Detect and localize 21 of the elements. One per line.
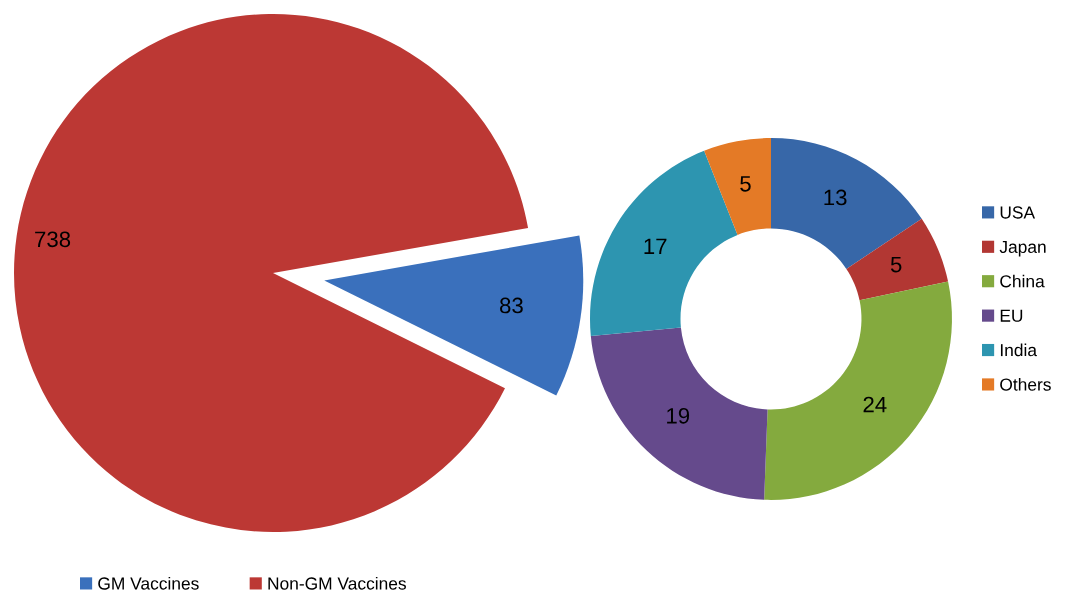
legend-label: China [1000,274,1045,288]
data-label: 5 [740,176,751,192]
data-label: 83 [500,297,523,314]
data-label: 24 [863,396,887,413]
donut-slice [590,150,738,337]
legend-label: India [1000,343,1038,357]
data-label: 13 [824,189,847,206]
legend-label: Japan [999,240,1046,257]
donut-slice [846,218,949,301]
data-label: 17 [644,238,667,254]
legend-label: GM Vaccines [98,576,199,590]
donut-slice [590,327,768,500]
donut-slice [764,281,952,500]
legend-label: USA [1000,206,1036,219]
legend-label: EU [1000,309,1023,322]
data-label: 738 [35,231,71,248]
legend-label: Others [1000,377,1051,391]
legend-label: Non-GM Vaccines [268,576,406,590]
data-label: 5 [890,256,902,273]
data-label: 19 [667,407,690,424]
donut-slice [704,138,771,235]
